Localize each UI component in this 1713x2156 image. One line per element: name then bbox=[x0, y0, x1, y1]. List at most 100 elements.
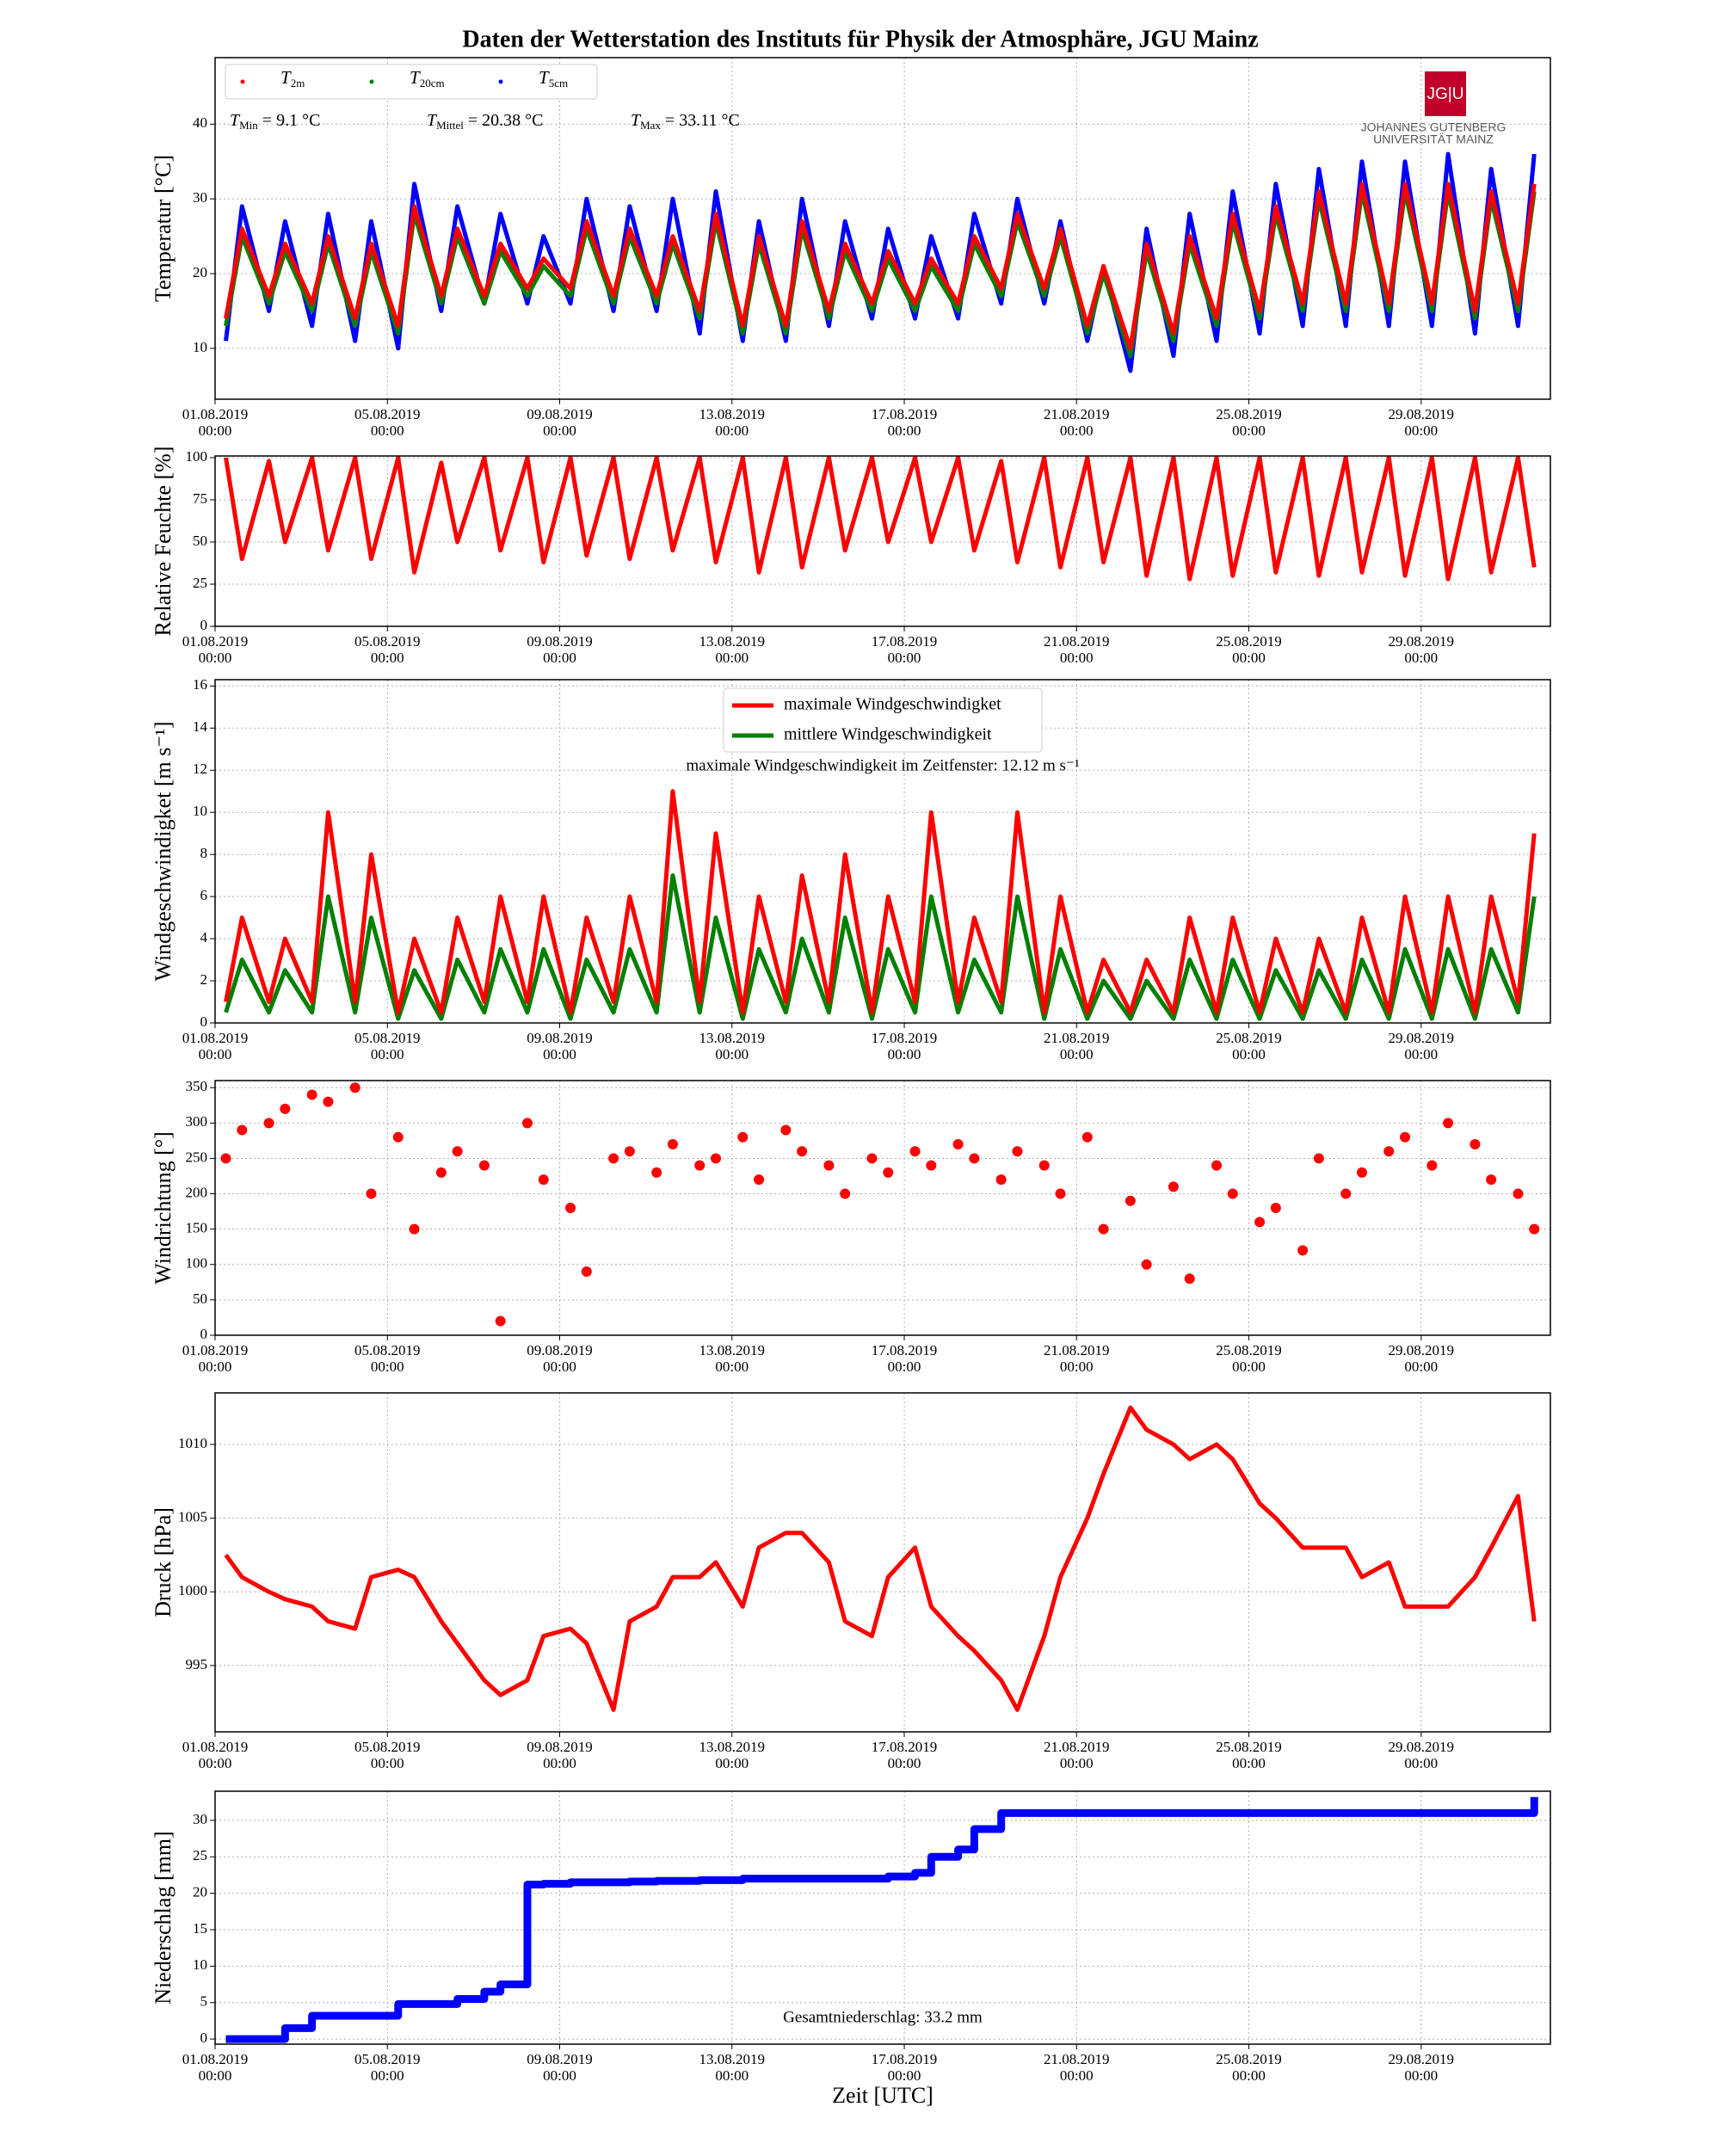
point bbox=[452, 1146, 463, 1157]
x-tick-label: 01.08.2019 00:00 bbox=[182, 2051, 249, 2084]
x-tick-label: 13.08.2019 00:00 bbox=[699, 1030, 766, 1063]
x-tick-label: 05.08.2019 00:00 bbox=[354, 1342, 421, 1375]
x-tick-label: 21.08.2019 00:00 bbox=[1044, 1739, 1110, 1771]
point bbox=[435, 1167, 447, 1178]
point bbox=[521, 1118, 533, 1129]
axes-frame bbox=[214, 57, 1551, 400]
plot-area bbox=[220, 1082, 1540, 1327]
x-tick-label: 05.08.2019 00:00 bbox=[354, 1030, 421, 1063]
point bbox=[754, 1174, 765, 1186]
point bbox=[909, 1146, 921, 1157]
legend-box bbox=[723, 687, 1043, 753]
y-tick-label: 10 bbox=[193, 339, 207, 355]
y-axis-label: Druck [hPa] bbox=[151, 1507, 176, 1617]
annotation: TMax = 33.11 °C bbox=[631, 111, 740, 132]
legend-label: maximale Windgeschwindigket bbox=[784, 695, 1001, 714]
x-tick-label: 13.08.2019 00:00 bbox=[699, 1342, 766, 1375]
plot-area bbox=[224, 456, 1537, 582]
point bbox=[220, 1153, 231, 1164]
point bbox=[1270, 1203, 1281, 1213]
point bbox=[1141, 1259, 1152, 1270]
x-tick-label: 09.08.2019 00:00 bbox=[527, 1030, 593, 1063]
y-tick-label: 250 bbox=[186, 1149, 208, 1165]
y-tick-label: 6 bbox=[200, 887, 208, 903]
point bbox=[409, 1223, 420, 1235]
point bbox=[1400, 1131, 1411, 1143]
axes-frame bbox=[214, 1392, 1551, 1733]
x-tick-label: 13.08.2019 00:00 bbox=[699, 2051, 766, 2084]
x-tick-label: 09.08.2019 00:00 bbox=[527, 406, 593, 439]
y-tick-label: 2 bbox=[200, 971, 208, 988]
y-tick-label: 16 bbox=[193, 676, 207, 693]
x-axis-label: Zeit [UTC] bbox=[832, 2083, 934, 2108]
series-line bbox=[224, 789, 1537, 1015]
point bbox=[883, 1167, 894, 1178]
y-tick-label: 200 bbox=[186, 1184, 208, 1200]
point bbox=[952, 1139, 964, 1149]
point bbox=[1055, 1188, 1066, 1199]
point bbox=[1168, 1181, 1179, 1192]
y-tick-label: 0 bbox=[200, 1013, 208, 1030]
y-tick-label: 25 bbox=[193, 575, 207, 591]
x-tick-label: 17.08.2019 00:00 bbox=[871, 1739, 938, 1771]
figure-title: Daten der Wetterstation des Instituts fü… bbox=[462, 26, 1258, 52]
x-tick-label: 05.08.2019 00:00 bbox=[354, 633, 421, 666]
point bbox=[366, 1188, 377, 1199]
x-tick-label: 01.08.2019 00:00 bbox=[182, 406, 249, 439]
annotation: Gesamtniederschlag: 33.2 mm bbox=[783, 2008, 983, 2026]
point bbox=[263, 1118, 274, 1129]
point bbox=[624, 1146, 635, 1157]
y-tick-label: 30 bbox=[193, 1811, 207, 1827]
point bbox=[1426, 1160, 1438, 1171]
point bbox=[392, 1131, 404, 1143]
series-line bbox=[224, 1405, 1537, 1712]
x-tick-label: 01.08.2019 00:00 bbox=[182, 633, 249, 666]
x-tick-label: 05.08.2019 00:00 bbox=[354, 406, 421, 439]
plot-area bbox=[224, 789, 1537, 1021]
point bbox=[478, 1160, 490, 1171]
point bbox=[1254, 1217, 1266, 1228]
x-tick-label: 21.08.2019 00:00 bbox=[1044, 2051, 1110, 2084]
y-tick-label: 1005 bbox=[178, 1509, 207, 1525]
point bbox=[737, 1131, 749, 1143]
y-axis-label: Temperatur [°C] bbox=[151, 155, 176, 302]
point bbox=[711, 1153, 721, 1164]
y-tick-label: 15 bbox=[193, 1920, 207, 1937]
x-tick-label: 21.08.2019 00:00 bbox=[1044, 633, 1110, 666]
annotation: TMin = 9.1 °C bbox=[230, 111, 320, 132]
x-tick-label: 13.08.2019 00:00 bbox=[699, 633, 766, 666]
point bbox=[840, 1188, 851, 1199]
point bbox=[1313, 1153, 1324, 1164]
x-tick-label: 17.08.2019 00:00 bbox=[871, 2051, 938, 2084]
x-tick-label: 29.08.2019 00:00 bbox=[1388, 1342, 1455, 1375]
series-line bbox=[225, 1796, 1538, 2043]
point bbox=[306, 1089, 317, 1100]
legend-label: T5cm bbox=[539, 67, 568, 89]
axes-frame bbox=[214, 1790, 1551, 2045]
y-tick-label: 0 bbox=[200, 617, 208, 633]
x-tick-label: 17.08.2019 00:00 bbox=[871, 1342, 938, 1375]
x-tick-label: 09.08.2019 00:00 bbox=[527, 1739, 593, 1771]
legend-label: T2m bbox=[280, 67, 305, 89]
x-tick-label: 29.08.2019 00:00 bbox=[1388, 1739, 1455, 1771]
point bbox=[565, 1203, 576, 1213]
y-tick-label: 25 bbox=[193, 1847, 207, 1863]
point bbox=[823, 1160, 835, 1171]
point bbox=[1184, 1273, 1195, 1284]
x-tick-label: 25.08.2019 00:00 bbox=[1216, 1342, 1282, 1375]
y-tick-label: 5 bbox=[200, 1993, 208, 2010]
point bbox=[1038, 1160, 1050, 1171]
point bbox=[1486, 1174, 1497, 1186]
y-tick-label: 995 bbox=[186, 1656, 208, 1672]
point bbox=[280, 1103, 291, 1114]
legend-box bbox=[225, 64, 598, 100]
point bbox=[1297, 1245, 1309, 1256]
y-tick-label: 30 bbox=[193, 189, 207, 206]
point bbox=[797, 1146, 808, 1157]
point bbox=[495, 1315, 506, 1327]
x-tick-label: 13.08.2019 00:00 bbox=[699, 406, 766, 439]
annotation: maximale Windgeschwindigkeit im Zeitfens… bbox=[686, 756, 1080, 774]
y-tick-label: 0 bbox=[200, 2030, 208, 2046]
x-tick-label: 13.08.2019 00:00 bbox=[699, 1739, 766, 1771]
x-tick-label: 21.08.2019 00:00 bbox=[1044, 1342, 1110, 1375]
